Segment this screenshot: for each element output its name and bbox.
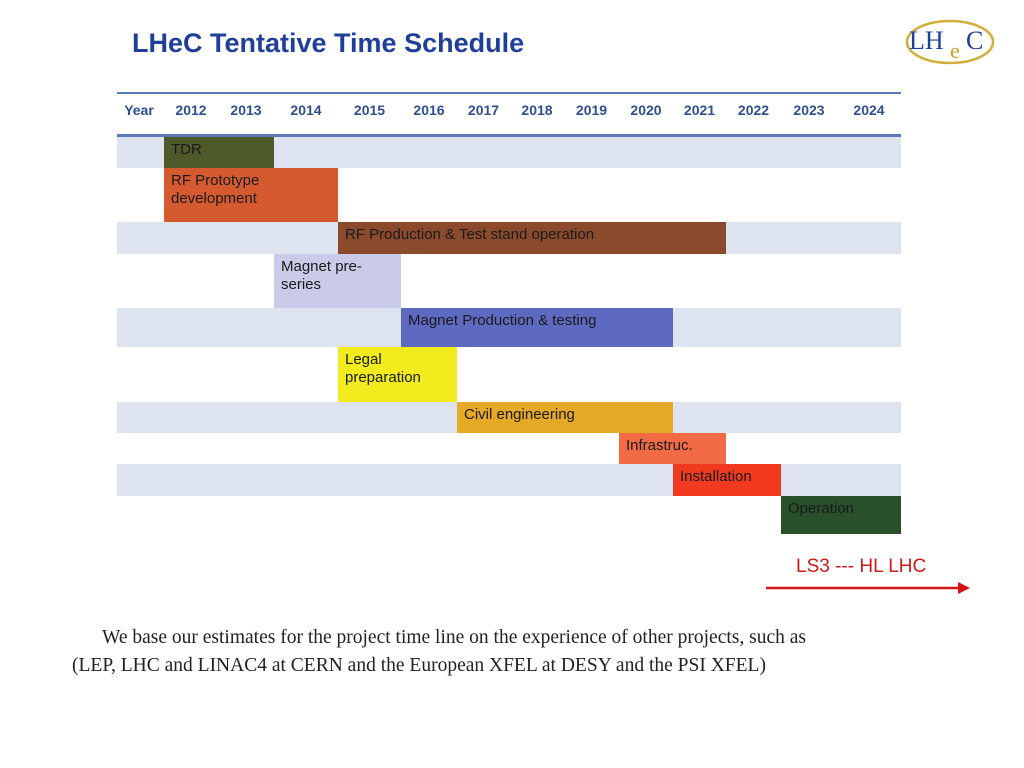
- schedule-row-band: [117, 433, 901, 464]
- header-bottom-line: [117, 134, 901, 137]
- task-bar: Infrastruc.: [619, 433, 726, 464]
- year-header-label: Year: [124, 102, 154, 118]
- lhec-logo: LH e C: [905, 19, 995, 65]
- task-label: Installation: [680, 468, 752, 485]
- note-line-2: (LEP, LHC and LINAC4 at CERN and the Eur…: [72, 655, 766, 676]
- task-label: Magnet pre-: [281, 258, 362, 275]
- logo-text-e: e: [950, 38, 960, 63]
- note-paragraph: We base our estimates for the project ti…: [72, 624, 992, 680]
- task-label: RF Production & Test stand operation: [345, 226, 595, 243]
- task-label: Magnet Production & testing: [408, 312, 597, 329]
- task-label: development: [171, 190, 257, 207]
- logo-text-c: C: [966, 26, 983, 55]
- year-label-2013: 2013: [230, 102, 262, 118]
- note-line-1: We base our estimates for the project ti…: [102, 627, 806, 648]
- year-label-2023: 2023: [793, 102, 825, 118]
- task-label: RF Prototype: [171, 172, 260, 189]
- year-label-2022: 2022: [737, 102, 770, 118]
- timeline-arrow: [766, 582, 970, 594]
- year-label-2014: 2014: [290, 102, 322, 118]
- schedule-row-band: [117, 347, 901, 402]
- task-bar: Magnet Production & testing: [401, 308, 673, 347]
- task-bar: TDR: [164, 137, 274, 168]
- year-label-2018: 2018: [521, 102, 553, 118]
- task-bar: Installation: [673, 464, 781, 496]
- logo-text-lh: LH: [909, 26, 944, 55]
- year-label-2024: 2024: [853, 102, 885, 118]
- year-label-2015: 2015: [353, 102, 386, 118]
- schedule-row-band: [117, 496, 901, 534]
- year-label-2016: 2016: [413, 102, 445, 118]
- task-bar: Legal preparation: [338, 347, 457, 402]
- year-label-2017: 2017: [467, 102, 500, 118]
- schedule-row-band: [117, 254, 901, 308]
- task-bar: Civil engineering: [457, 402, 673, 433]
- task-label: Legal: [345, 351, 382, 368]
- task-bar: Magnet pre-series: [274, 254, 401, 308]
- task-label: TDR: [171, 141, 202, 158]
- gantt-schedule: Year 2012 2013 2014 2015 2016 2017 2018 2019 202…: [117, 92, 901, 535]
- task-bar: Operation: [781, 496, 901, 534]
- task-label: Infrastruc.: [626, 437, 693, 454]
- task-bar: RF Production & Test stand operation: [338, 222, 726, 254]
- year-label-2021: 2021: [683, 102, 716, 118]
- task-label: preparation: [345, 369, 421, 386]
- ls3-hl-lhc-label: LS3 --- HL LHC: [796, 556, 927, 577]
- task-label: Operation: [788, 500, 854, 517]
- year-label-2020: 2020: [630, 102, 662, 118]
- year-label-2012: 2012: [175, 102, 207, 118]
- task-bar: RF Prototype development: [164, 168, 338, 222]
- header-top-line: [117, 92, 901, 94]
- year-label-2019: 2019: [575, 102, 608, 118]
- task-label: series: [281, 276, 322, 293]
- page-title: LHeC Tentative Time Schedule: [132, 28, 525, 58]
- task-label: Civil engineering: [464, 406, 575, 423]
- schedule-row-band: [117, 464, 901, 496]
